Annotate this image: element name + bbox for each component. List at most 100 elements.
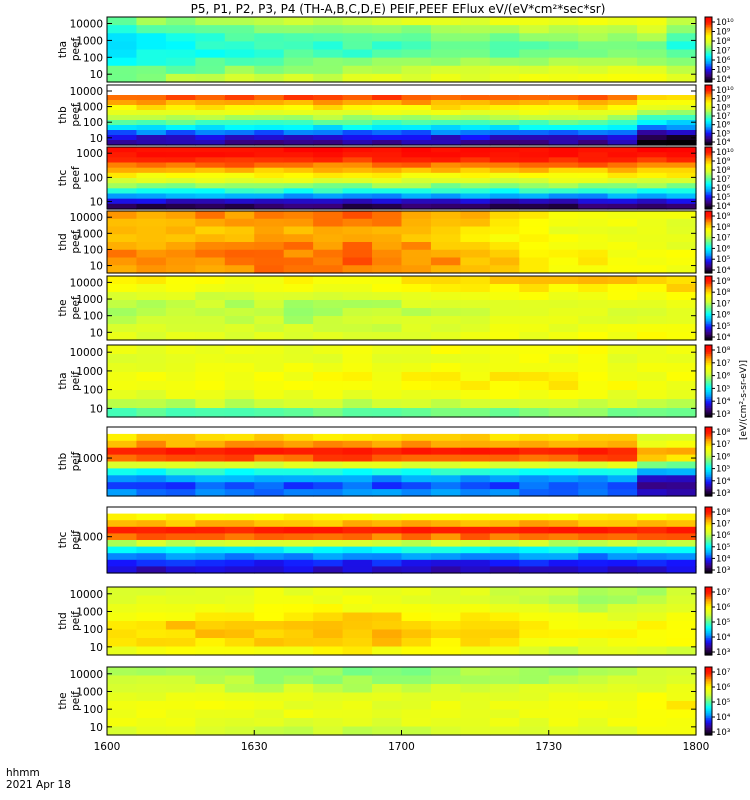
- spectrogram-cell: [460, 172, 491, 179]
- spectrogram-cell: [283, 447, 314, 456]
- y-tick-label: 1000: [76, 606, 103, 618]
- spectrogram-cell: [548, 147, 579, 153]
- colorbar-swatch: [705, 140, 712, 143]
- spectrogram-cell: [254, 390, 285, 400]
- spectrogram-cell: [165, 193, 196, 200]
- spectrogram-cell: [519, 147, 550, 153]
- colorbar-swatch: [705, 553, 712, 556]
- spectrogram-cell: [283, 172, 314, 179]
- spectrogram-cell: [666, 513, 697, 521]
- spectrogram-cell: [607, 73, 638, 83]
- spectrogram-cell: [401, 100, 432, 106]
- spectrogram-cell: [165, 85, 196, 91]
- y-tick-label: 10000: [70, 19, 103, 31]
- spectrogram-cell: [283, 612, 314, 622]
- spectrogram-cell: [637, 234, 668, 243]
- spectrogram-cell: [372, 203, 403, 210]
- spectrogram-cell: [460, 115, 491, 121]
- spectrogram-cell: [165, 372, 196, 382]
- spectrogram-cell: [401, 211, 432, 220]
- spectrogram-cell: [136, 120, 167, 126]
- spectrogram-cell: [607, 300, 638, 309]
- spectrogram-cell: [519, 433, 550, 442]
- spectrogram-cell: [342, 147, 373, 153]
- spectrogram-cell: [637, 120, 668, 126]
- spectrogram-cell: [578, 324, 609, 333]
- spectrogram-cell: [372, 140, 403, 146]
- spectrogram-cell: [313, 489, 344, 497]
- colorbar-tick-label: 10⁸: [716, 346, 731, 356]
- spectrogram-cell: [136, 198, 167, 205]
- spectrogram-cell: [607, 482, 638, 490]
- colorbar-swatch: [705, 235, 712, 238]
- date-label: 2021 Apr 18: [6, 779, 71, 791]
- spectrogram-cell: [342, 381, 373, 391]
- colorbar-swatch: [705, 276, 712, 279]
- spectrogram-cell: [519, 440, 550, 449]
- spectrogram-cell: [224, 533, 255, 541]
- spectrogram-cell: [401, 147, 432, 153]
- colorbar-swatch: [705, 262, 712, 265]
- spectrogram-cell: [313, 507, 344, 515]
- spectrogram-cell: [637, 316, 668, 325]
- colorbar-swatch: [705, 224, 712, 228]
- spectrogram-cell: [224, 408, 255, 418]
- spectrogram-cell: [489, 475, 520, 483]
- spectrogram-cell: [107, 692, 138, 702]
- colorbar-frame: [704, 84, 713, 146]
- spectrogram-cell: [313, 90, 344, 96]
- spectrogram-cell: [460, 183, 491, 189]
- spectrogram-cell: [313, 115, 344, 121]
- spectrogram-cell: [342, 135, 373, 141]
- spectrogram-cell: [224, 41, 255, 51]
- spectrogram-cell: [107, 546, 138, 554]
- colorbar-swatch: [705, 72, 712, 75]
- spectrogram-cell: [548, 95, 579, 101]
- spectrogram-cell: [283, 300, 314, 309]
- y-tick-label: 10000: [70, 347, 103, 359]
- spectrogram-cell: [666, 178, 697, 184]
- spectrogram-cell: [283, 162, 314, 169]
- spectrogram-cell: [548, 130, 579, 136]
- spectrogram-cell: [107, 130, 138, 136]
- spectrogram-cell: [401, 675, 432, 685]
- colorbar-swatch: [705, 540, 712, 543]
- spectrogram-cell: [489, 284, 520, 293]
- spectrogram-cell: [489, 226, 520, 235]
- spectrogram-cell: [165, 57, 196, 67]
- colorbar-swatch: [705, 277, 712, 280]
- spectrogram-cell: [607, 345, 638, 355]
- spectrogram-cell: [666, 188, 697, 195]
- spectrogram-cell: [254, 198, 285, 205]
- spectrogram-cell: [401, 198, 432, 205]
- spectrogram-cell: [607, 354, 638, 364]
- spectrogram-cell: [195, 147, 226, 153]
- spectrogram-cell: [460, 130, 491, 136]
- spectrogram-cell: [460, 390, 491, 400]
- spectrogram-cell: [313, 559, 344, 567]
- colorbar-tick-label: 10¹⁰: [716, 148, 734, 158]
- spectrogram-cell: [372, 461, 403, 469]
- spectrogram-cell: [313, 354, 344, 364]
- colorbar-swatch: [705, 234, 712, 237]
- spectrogram-cell: [342, 440, 373, 449]
- spectrogram-cell: [548, 566, 579, 574]
- spectrogram-cell: [224, 308, 255, 317]
- spectrogram-cell: [165, 646, 196, 656]
- spectrogram-cell: [460, 120, 491, 126]
- spectrogram-cell: [165, 257, 196, 266]
- spectrogram-cell: [313, 447, 344, 456]
- colorbar-swatch: [705, 525, 712, 528]
- spectrogram-cell: [460, 566, 491, 574]
- spectrogram-cell: [666, 100, 697, 106]
- spectrogram-cell: [430, 482, 461, 490]
- colorbar-swatch: [705, 89, 712, 92]
- spectrogram-cell: [430, 300, 461, 309]
- spectrogram-cell: [401, 135, 432, 141]
- spectrogram-cell: [430, 73, 461, 83]
- colorbar-tick-label: 10⁴: [716, 713, 731, 723]
- spectrogram-cell: [165, 140, 196, 146]
- spectrogram-cell: [637, 41, 668, 51]
- spectrogram-cell: [637, 595, 668, 605]
- spectrogram-cell: [666, 172, 697, 179]
